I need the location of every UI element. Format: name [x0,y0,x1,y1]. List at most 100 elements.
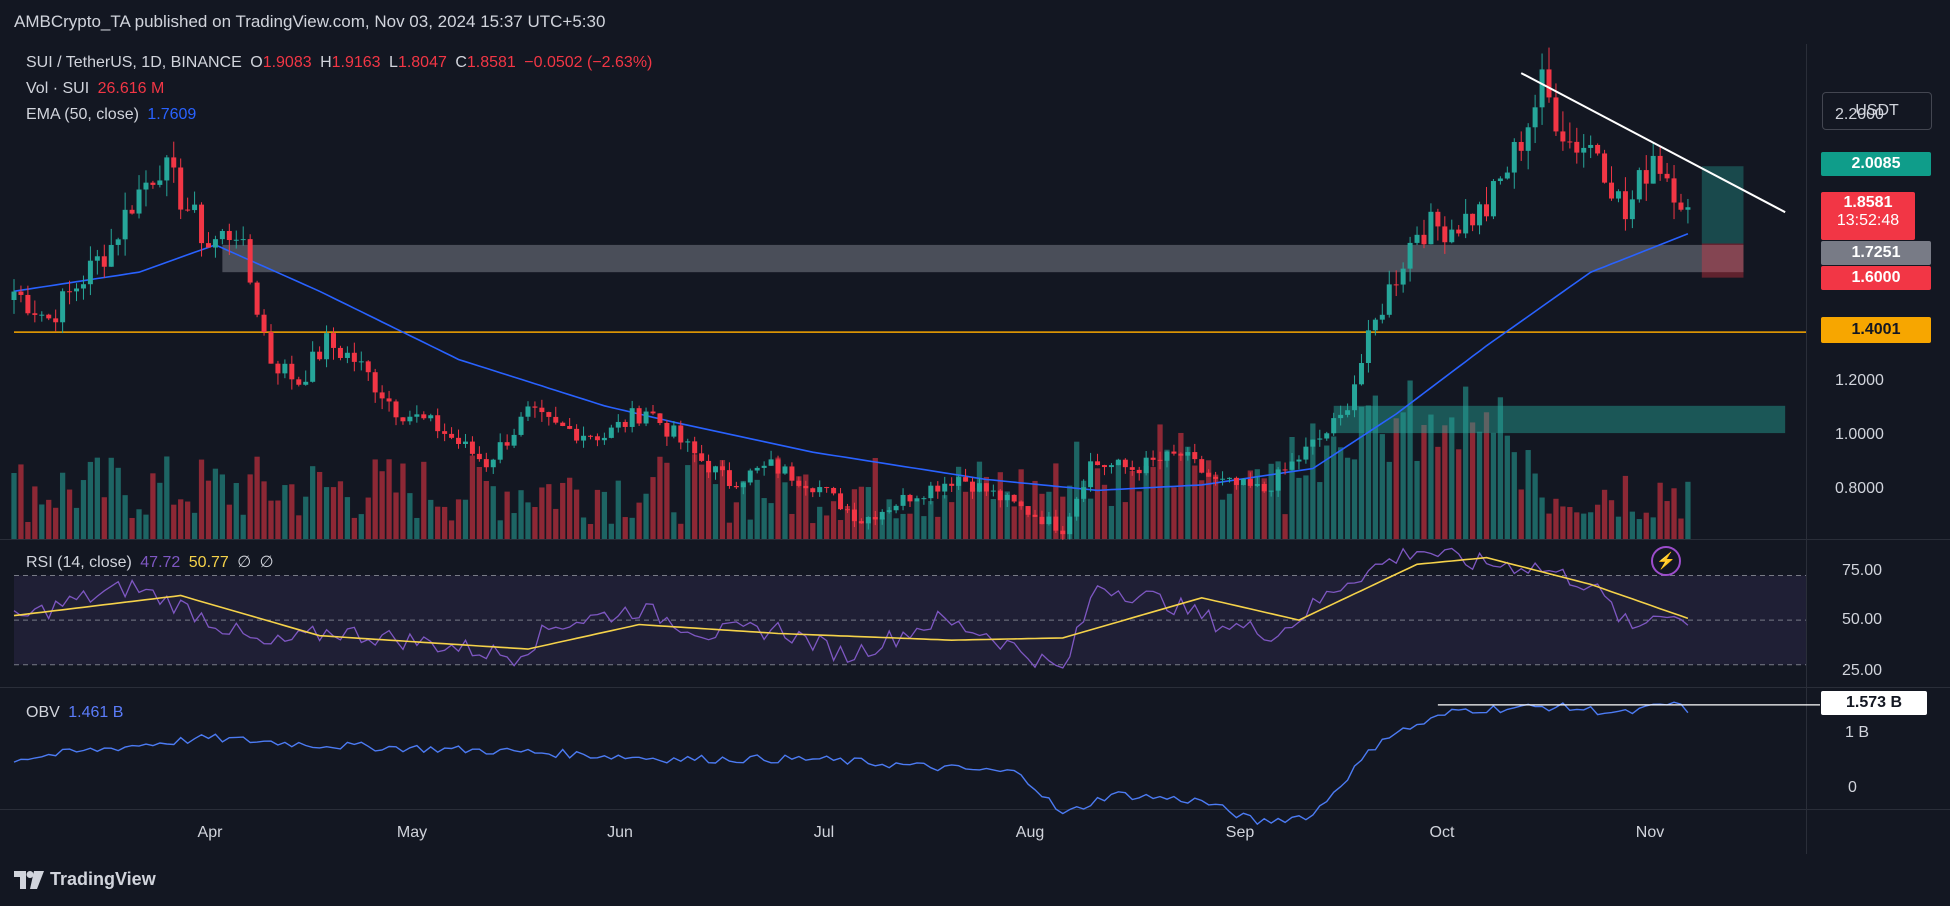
volume-bar [1469,422,1476,539]
change-value: −0.0502 (−2.63%) [524,54,653,71]
resistance-zone [222,244,1744,273]
candle-body [1609,182,1615,199]
candle-body [1136,469,1142,474]
candle-body [1386,284,1392,315]
volume-bar [1004,491,1010,539]
candle-body [581,435,587,441]
candle-body [1095,461,1101,466]
volume-bar [1303,475,1309,539]
candle-body [1365,330,1371,363]
candle-body [1150,457,1156,460]
volume-bar [949,502,955,539]
volume-bar [268,500,274,539]
volume-bar [504,491,510,539]
stop-price-tag: 1.6000 [1821,266,1931,290]
volume-bar [615,480,621,539]
volume-bar [240,514,246,539]
candle-body [1400,268,1406,285]
volume-bar [754,479,760,539]
volume-bar [650,477,656,539]
candle-body [80,284,86,289]
candle-body [483,459,489,468]
volume-bar [46,499,52,539]
volume-bar [421,461,427,539]
candle-body [1546,69,1552,98]
volume-bar [1164,449,1170,539]
volume-bar [1240,484,1247,539]
volume-bar [580,517,587,539]
candle-body [1004,494,1010,501]
candle-body [67,291,73,293]
candle-body [1317,438,1323,440]
volume-bar [407,493,413,539]
candle-body [518,416,524,435]
volume-bar [761,498,767,539]
candle-body [365,361,371,373]
candle-body [268,332,274,364]
candle-body [1615,191,1621,199]
tradingview-logo[interactable]: TradingView [14,869,156,890]
volume-bar [1185,446,1191,539]
volume-bar [87,461,94,539]
candle-body [178,167,184,210]
candle-body [1164,451,1170,461]
candle-body [1602,153,1608,183]
volume-bar [1490,432,1497,539]
chart-svg[interactable] [0,44,1950,854]
volume-bar [1400,412,1406,539]
chart-frame[interactable]: SUI / TetherUS, 1D, BINANCE O1.9083 H1.9… [0,44,1950,854]
candle-body [532,406,538,408]
volume-bar [1212,474,1219,539]
candle-body [622,421,628,427]
volume-bar [289,484,295,539]
candle-body [1268,490,1274,492]
rsi-label: RSI (14, close) [26,554,132,571]
volume-bar [164,456,170,539]
candle-body [1678,202,1684,210]
volume-bar [844,506,851,539]
candle-body [858,521,864,524]
ema-value: 1.7609 [147,106,197,123]
candle-body [1115,459,1121,466]
volume-bar [692,454,698,539]
candle-body [1421,234,1427,245]
volume-bar [1025,506,1031,539]
volume-bar [198,459,205,539]
candle-body [1331,418,1337,434]
volume-bar [573,489,580,539]
volume-bar [310,466,316,539]
volume-bar [1143,465,1149,539]
candle-body [469,441,475,454]
flash-icon[interactable]: ⚡ [1651,546,1681,576]
candle-body [928,485,934,499]
volume-bar [1122,502,1128,539]
candle-body [1032,514,1038,517]
rsi-ma-line [13,556,1689,650]
candle-body [11,291,17,301]
volume-bar [59,472,66,539]
volume-bar [365,497,371,539]
volume-bar [1608,500,1615,539]
candle-body [574,428,580,441]
currency-button[interactable]: USDT [1822,92,1932,130]
candle-body [1101,465,1107,468]
candle-body [490,459,496,468]
volume-bar [914,500,920,539]
tradingview-logo-icon [14,870,44,889]
candle-body [331,333,337,348]
volume-bar [1539,497,1545,539]
candle-body [1456,229,1462,234]
volume-bar [205,480,212,539]
volume-bar [1060,496,1066,539]
candle-body [317,351,323,360]
candle-body [101,256,107,267]
volume-bar [1226,493,1233,539]
candle-body [1011,494,1017,502]
candle-body [1532,107,1538,128]
candle-body [1372,319,1378,331]
volume-bar [414,517,420,539]
trendline [1520,72,1786,214]
candle-body [1345,410,1351,415]
candle-body [1511,141,1517,173]
candle-body [219,230,225,240]
